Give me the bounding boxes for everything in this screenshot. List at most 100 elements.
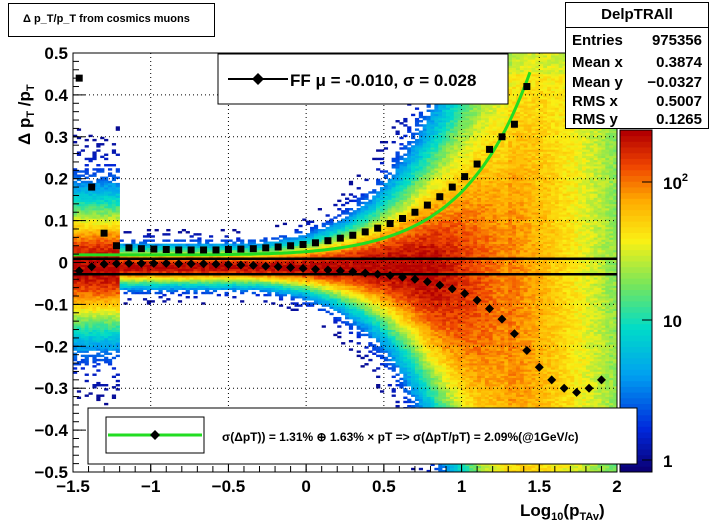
heatmap-cell bbox=[96, 340, 101, 343]
heatmap-cell bbox=[107, 174, 113, 177]
heatmap-cell bbox=[414, 388, 420, 391]
heatmap-cell bbox=[92, 337, 97, 341]
heatmap-cell bbox=[395, 337, 400, 341]
heatmap-cell bbox=[379, 187, 385, 190]
heatmap-cell bbox=[209, 281, 214, 284]
heatmap-cell bbox=[209, 249, 214, 253]
heatmap-cell bbox=[92, 354, 97, 358]
heatmap-cell bbox=[80, 287, 85, 291]
heatmap-cell bbox=[360, 289, 365, 293]
heatmap-cell bbox=[414, 138, 420, 142]
heatmap-cell bbox=[379, 304, 385, 307]
heatmap-cell bbox=[379, 333, 385, 337]
heatmap-cell bbox=[418, 302, 424, 305]
heatmap-cell bbox=[372, 216, 377, 219]
heatmap-cell bbox=[403, 117, 408, 121]
heatmap-cell bbox=[73, 176, 78, 179]
heatmap-cell bbox=[345, 247, 350, 251]
heatmap-cell bbox=[372, 304, 377, 307]
heatmap-cell bbox=[107, 216, 113, 219]
heatmap-cell bbox=[306, 233, 311, 236]
heatmap-cell bbox=[131, 289, 136, 293]
heatmap-cell bbox=[387, 333, 392, 337]
heatmap-cell bbox=[275, 270, 280, 274]
heatmap-cell bbox=[376, 340, 381, 343]
heatmap-cell bbox=[422, 394, 427, 397]
heatmap-cell bbox=[333, 291, 338, 295]
heatmap-cell bbox=[348, 252, 354, 255]
heatmap-cell bbox=[364, 195, 369, 198]
heatmap-cell bbox=[236, 266, 241, 270]
heatmap-cell bbox=[123, 291, 128, 295]
heatmap-cell bbox=[177, 275, 183, 278]
heatmap-cell bbox=[329, 256, 334, 259]
heatmap-cell bbox=[422, 168, 427, 171]
heatmap-cell bbox=[414, 371, 420, 374]
heatmap-cell bbox=[372, 249, 377, 253]
heatmap-cell bbox=[356, 245, 361, 249]
heatmap-cell bbox=[96, 333, 101, 337]
heatmap-cell bbox=[158, 262, 163, 265]
heatmap-cell bbox=[352, 226, 357, 230]
heatmap-cell bbox=[111, 239, 117, 242]
heatmap-cell bbox=[92, 340, 97, 343]
heatmap-cell bbox=[185, 270, 190, 274]
heatmap-cell bbox=[395, 363, 400, 366]
heatmap-cell bbox=[422, 384, 427, 387]
heatmap-cell bbox=[111, 281, 117, 284]
heatmap-cell bbox=[376, 279, 381, 282]
heatmap-cell bbox=[201, 256, 206, 259]
heatmap-cell bbox=[368, 249, 373, 253]
heatmap-cell bbox=[414, 197, 420, 200]
heatmap-cell bbox=[395, 384, 400, 387]
heatmap-cell bbox=[104, 199, 109, 203]
heatmap-cell bbox=[383, 279, 389, 282]
heatmap-cell bbox=[220, 270, 225, 274]
heatmap-cell bbox=[426, 134, 431, 138]
heatmap-cell bbox=[376, 254, 381, 257]
heatmap-cell bbox=[259, 266, 264, 270]
heatmap-cell bbox=[100, 170, 105, 173]
heatmap-cell bbox=[407, 377, 412, 381]
heatmap-cell bbox=[360, 365, 365, 368]
heatmap-cell bbox=[333, 287, 338, 291]
heatmap-cell bbox=[407, 153, 412, 156]
heatmap-cell bbox=[383, 327, 389, 330]
heatmap-cell bbox=[383, 308, 389, 311]
heatmap-cell bbox=[341, 321, 346, 324]
heatmap-cell bbox=[76, 208, 82, 211]
heatmap-cell bbox=[88, 260, 93, 263]
heatmap-cell bbox=[407, 151, 412, 154]
heatmap-cell bbox=[368, 260, 373, 263]
heatmap-cell bbox=[100, 193, 105, 196]
heatmap-cell bbox=[383, 174, 389, 177]
heatmap-cell bbox=[111, 191, 117, 194]
heatmap-cell bbox=[96, 323, 101, 326]
heatmap-cell bbox=[407, 354, 412, 358]
heatmap-cell bbox=[348, 310, 354, 314]
heatmap-cell bbox=[383, 216, 389, 219]
heatmap-cell bbox=[364, 247, 369, 251]
heatmap-cell bbox=[383, 329, 389, 332]
heatmap-cell bbox=[259, 239, 264, 242]
heatmap-cell bbox=[205, 266, 210, 270]
heatmap-cell bbox=[100, 239, 105, 242]
heatmap-cell bbox=[104, 337, 109, 341]
heatmap-cell bbox=[399, 321, 404, 324]
heatmap-cell bbox=[104, 312, 109, 316]
heatmap-cell bbox=[88, 247, 93, 251]
heatmap-cell bbox=[282, 256, 288, 259]
heatmap-cell bbox=[403, 212, 408, 215]
heatmap-cell bbox=[387, 241, 392, 244]
heatmap-cell bbox=[411, 394, 416, 397]
heatmap-cell bbox=[107, 279, 113, 282]
heatmap-cell bbox=[100, 287, 105, 291]
heatmap-cell bbox=[391, 197, 396, 200]
heatmap-cell bbox=[80, 241, 85, 244]
heatmap-cell bbox=[422, 178, 427, 182]
heatmap-cell bbox=[329, 237, 334, 240]
heatmap-cell bbox=[162, 281, 167, 284]
heatmap-cell bbox=[107, 180, 113, 184]
heatmap-cell bbox=[84, 344, 89, 347]
heatmap-cell bbox=[411, 381, 416, 385]
